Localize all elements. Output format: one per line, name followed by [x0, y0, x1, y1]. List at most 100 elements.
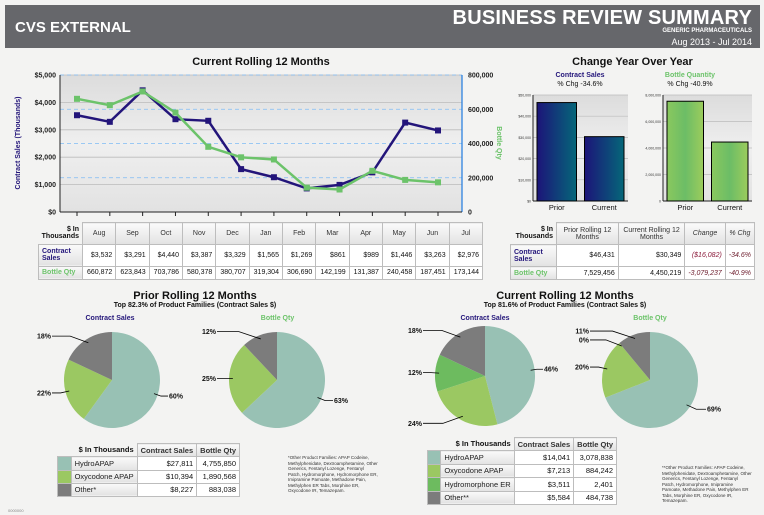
- row-label: HydroAPAP: [440, 450, 515, 465]
- table-cell: 306,690: [281, 265, 317, 281]
- y-tick-label: $2,000: [35, 155, 57, 162]
- data-point: [336, 186, 343, 193]
- table-cell: $14,041: [513, 450, 575, 465]
- leader-line: [217, 331, 261, 340]
- table-cell: 3,078,838: [573, 450, 617, 465]
- y-tick-label: $40,000: [518, 115, 531, 119]
- series-line-contract-sales: [76, 88, 439, 190]
- bar-prior: [536, 102, 577, 202]
- row-label: Contract Sales: [38, 243, 83, 267]
- leader-line: [52, 390, 70, 394]
- corner: $ In Thousands: [515, 226, 553, 241]
- data-point: [402, 176, 409, 183]
- y-axis-label: Contract Sales (Thousands): [15, 97, 22, 190]
- data-point: [369, 167, 376, 174]
- table-cell: $1,446: [381, 243, 417, 267]
- data-point: [205, 117, 212, 124]
- legend-swatch: [426, 477, 442, 492]
- table-row: Oxycodone APAP $7,213 884,242: [426, 463, 617, 479]
- row-label: Hydromorphone ER: [440, 477, 515, 492]
- data-point: [139, 88, 146, 95]
- col-header: May: [381, 222, 417, 245]
- pie-slice-hydroapap: [242, 332, 325, 429]
- row-label: Oxycodone APAP: [70, 469, 138, 484]
- row-label: Bottle Qty: [38, 265, 83, 281]
- data-point: [336, 181, 343, 188]
- pie-label: 63%: [334, 398, 349, 405]
- yoy-qty-title: Bottle Quantity: [664, 72, 716, 79]
- yoy-qty-chg: % Chg -40.9%: [667, 81, 713, 88]
- current-product-table: $ In Thousands Contract Sales Bottle Qty H…: [426, 436, 617, 506]
- row-label: Oxycodone APAP: [440, 463, 515, 479]
- table-cell: 883,038: [196, 482, 240, 498]
- table-cell: 2,401: [573, 477, 617, 492]
- data-point: [435, 127, 441, 134]
- pie-slice-oxycodone-apap: [63, 359, 112, 419]
- leader-line: [686, 404, 706, 410]
- col-header: Bottle Qty: [573, 436, 617, 452]
- pie-label: 12%: [408, 370, 423, 377]
- leader-line: [423, 330, 461, 338]
- table-cell: -3,079,237: [684, 266, 726, 280]
- col-header: Change: [684, 221, 726, 246]
- prior-product-table: $ In Thousands Contract Sales Bottle Qty H…: [57, 442, 240, 498]
- y-tick-label: 4,000,000: [645, 147, 661, 151]
- bar-prior: [666, 100, 704, 202]
- pie-slice-oxycodone-apap: [601, 343, 650, 398]
- table-cell: ($16,082): [684, 244, 726, 268]
- table-cell: $3,532: [81, 243, 117, 267]
- data-point: [238, 166, 245, 173]
- table-cell: $46,431: [556, 244, 619, 268]
- pie-label: 18%: [408, 328, 423, 335]
- current-subtitle: Top 81.6% of Product Families (Contract …: [483, 302, 647, 309]
- header-bar: CVS EXTERNAL BUSINESS REVIEW SUMMARY GEN…: [5, 5, 760, 48]
- data-point: [303, 184, 310, 191]
- y-tick-label: $30,000: [518, 136, 531, 140]
- y2-axis-label: Bottle Qty: [495, 126, 502, 160]
- pie-slice-hydroapap: [485, 326, 536, 425]
- table-row: Contract Sales $3,532 $3,291 $4,440 $3,387 $3…: [38, 243, 484, 267]
- table-cell: $2,976: [448, 243, 484, 267]
- table-cell: $1,565: [248, 243, 283, 267]
- report-subtitle: GENERIC PHARMACEUTICALS: [662, 28, 752, 34]
- table-cell: 319,304: [248, 265, 283, 281]
- col-header: Sep: [115, 222, 150, 245]
- current-footnote: **Other Product Families: APAP Codeine, …: [662, 465, 752, 503]
- col-header: % Chg: [724, 221, 756, 246]
- pie-slice-other: [439, 326, 485, 376]
- table-cell: $5,584: [513, 490, 575, 506]
- prior-cs-pie-title: Contract Sales: [85, 315, 135, 322]
- leader-line: [153, 393, 168, 397]
- current-title: Current Rolling 12 Months: [496, 290, 634, 302]
- prior-bq-pie-title: Bottle Qty: [260, 315, 295, 322]
- x-tick-label: Current: [717, 203, 743, 212]
- data-point: [402, 119, 409, 126]
- table-cell: $3,263: [415, 243, 450, 267]
- y2-tick-label: 0: [468, 210, 472, 217]
- row-label: Bottle Qty: [510, 266, 557, 280]
- table-cell: $3,387: [181, 243, 217, 267]
- table-cell: 580,378: [181, 265, 217, 281]
- pie-slice-hydromorphone-er: [435, 354, 485, 392]
- series-line-bottle-qty: [76, 90, 439, 191]
- table-cell: -40.9%: [724, 266, 756, 280]
- legend-swatch: [426, 490, 442, 506]
- col-header: Nov: [181, 222, 217, 245]
- account-name: CVS EXTERNAL: [15, 19, 131, 36]
- y2-tick-label: 800,000: [468, 73, 493, 80]
- table-cell: 4,755,850: [196, 456, 240, 471]
- leader-line: [52, 335, 89, 344]
- leader-line: [590, 330, 636, 339]
- data-point: [435, 179, 441, 186]
- bar-current: [711, 141, 749, 202]
- x-tick-label: Prior: [549, 203, 565, 212]
- pie-label: 22%: [37, 390, 52, 397]
- data-point: [106, 118, 113, 125]
- table-cell: 1,890,568: [196, 469, 240, 484]
- pie-slice-oxycodone-apap: [228, 345, 277, 413]
- legend-swatch: [57, 469, 72, 484]
- y-tick-label: $0: [48, 210, 56, 217]
- table-cell: 187,451: [415, 265, 450, 281]
- table-row: Hydromorphone ER $3,511 2,401: [426, 477, 617, 492]
- y-tick-label: 0: [659, 200, 661, 204]
